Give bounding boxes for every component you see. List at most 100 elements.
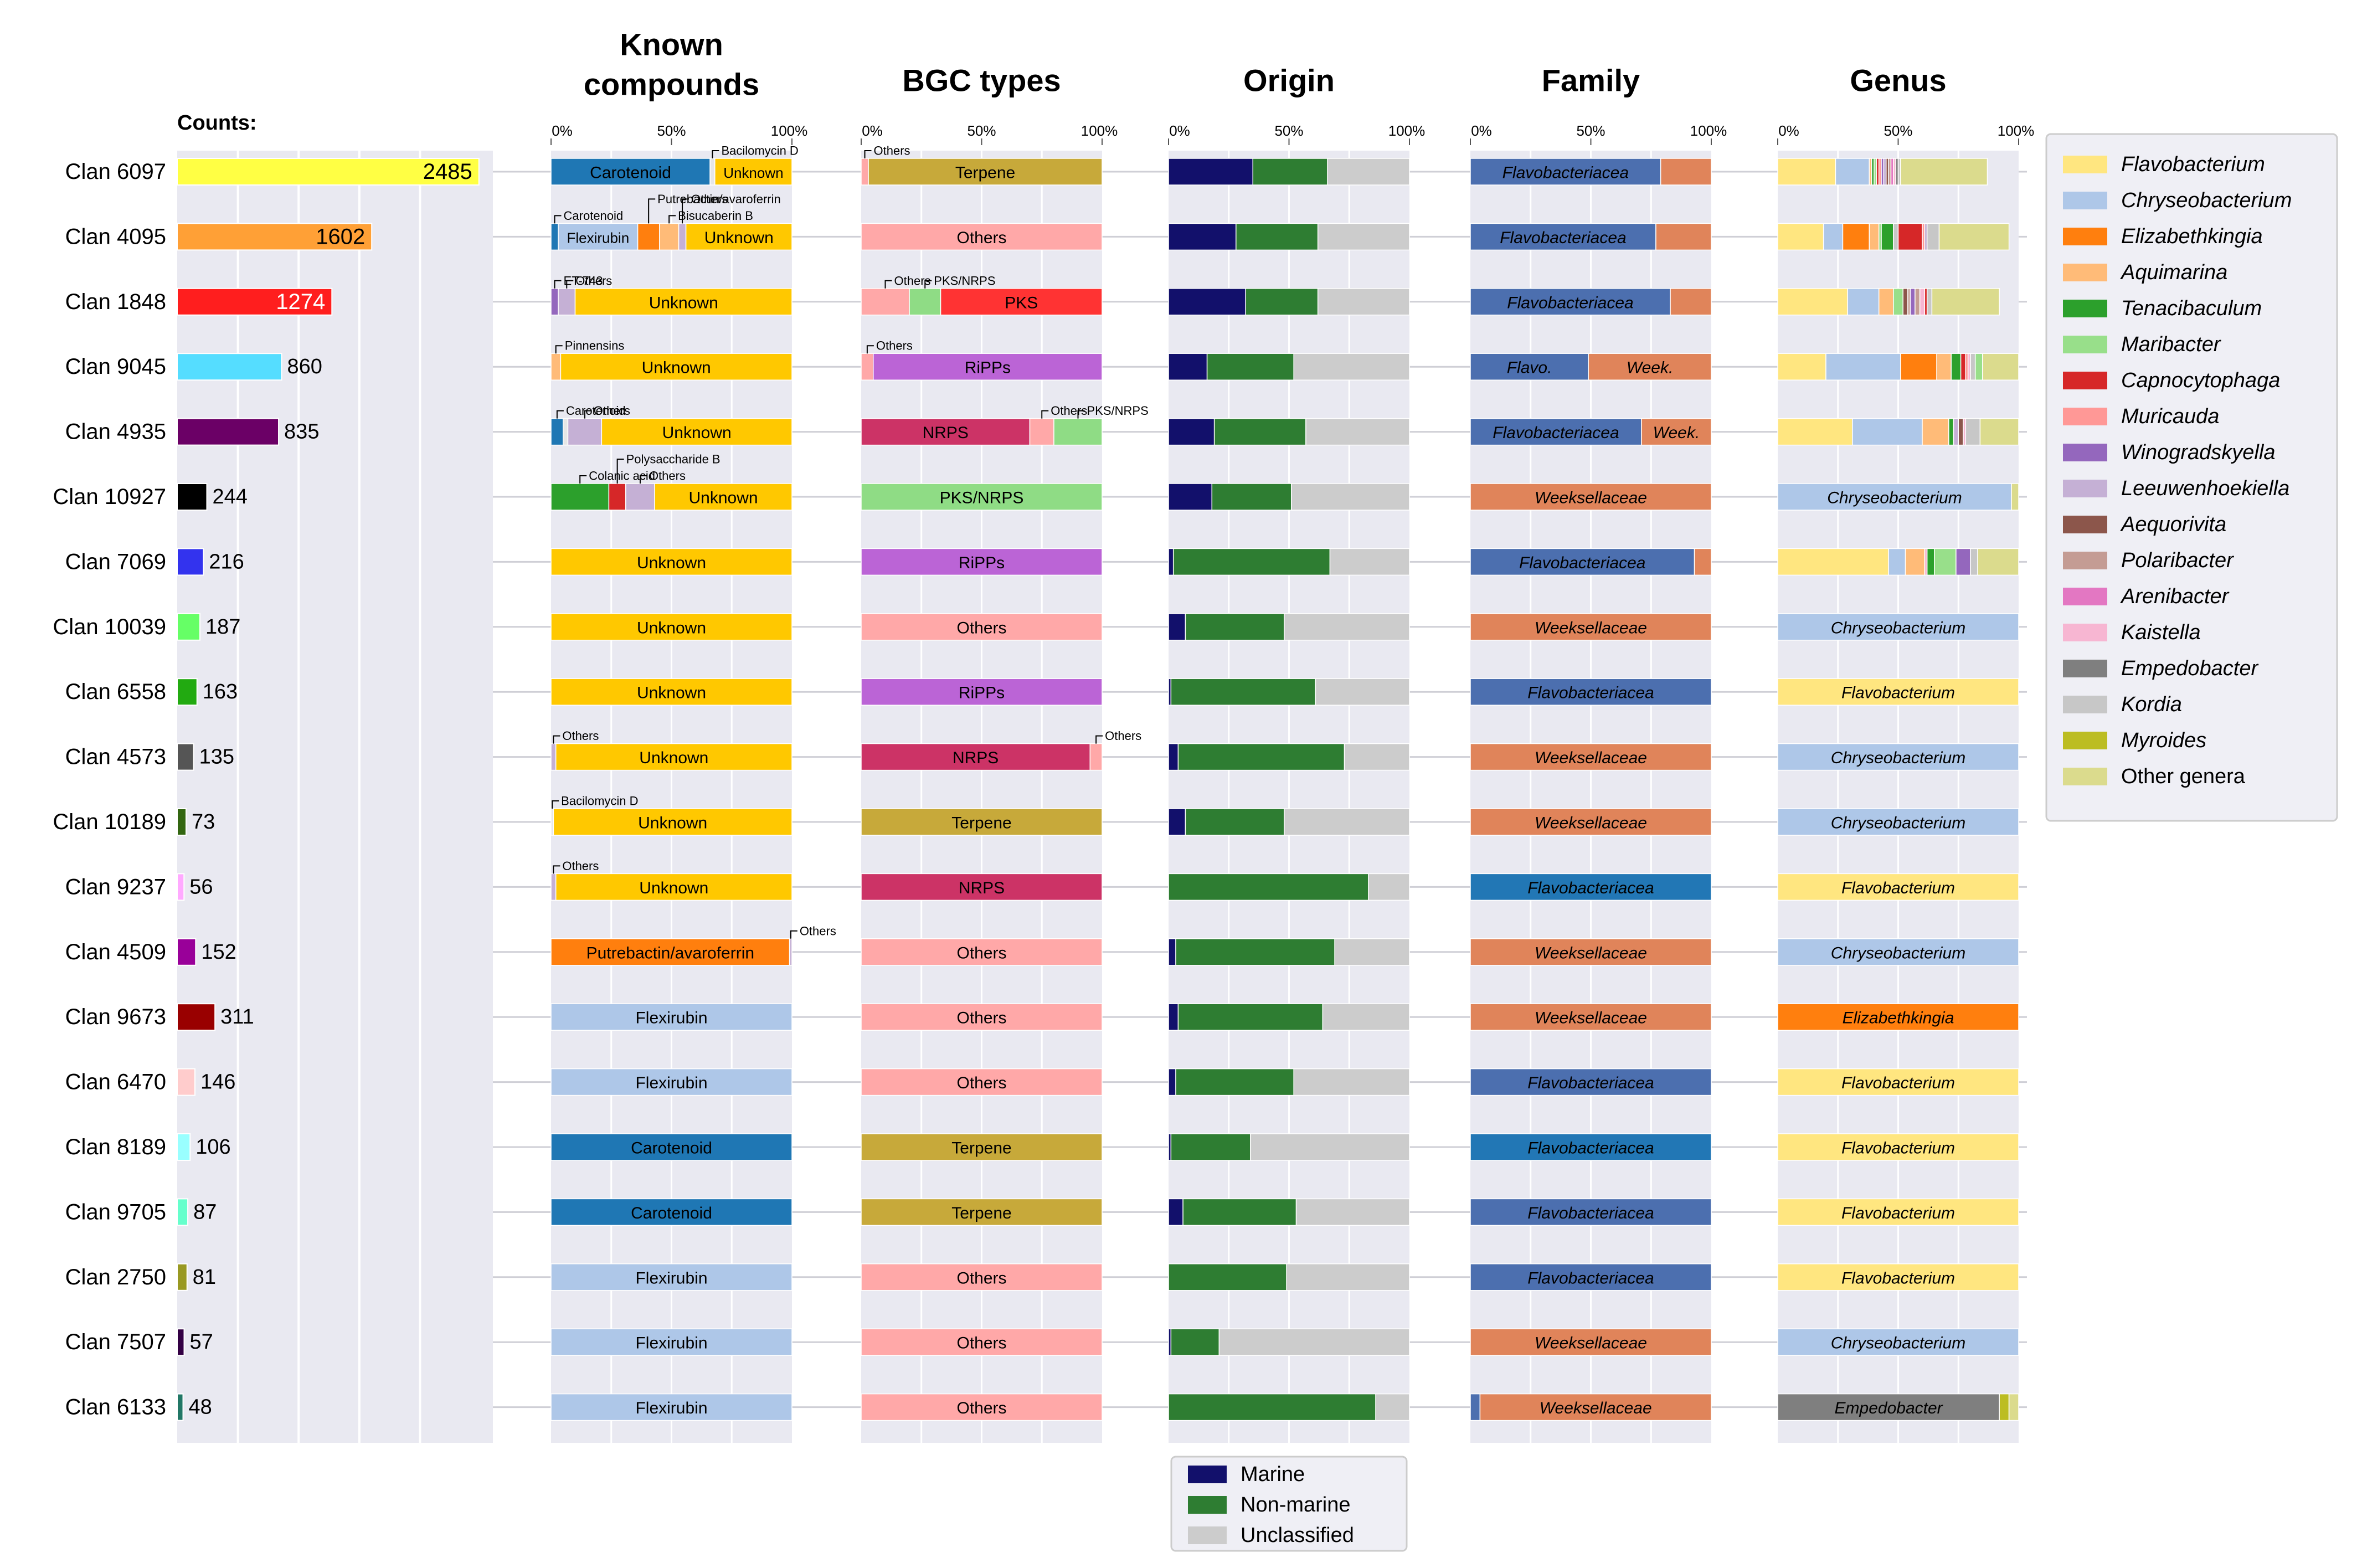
stacked-segment	[1956, 548, 1971, 576]
segment-label: Carotenoid	[631, 1139, 712, 1158]
stacked-segment	[567, 418, 603, 446]
stacked-segment	[1284, 613, 1410, 641]
count-bar	[177, 678, 198, 706]
stacked-segment	[861, 938, 1103, 966]
count-value-label: 860	[287, 355, 322, 378]
stacked-segment	[1777, 873, 2019, 901]
stacked-segment	[1211, 483, 1292, 511]
stacked-segment	[1168, 613, 1186, 641]
count-bar	[177, 938, 197, 966]
stacked-segment	[861, 483, 1103, 511]
legend-swatch	[2063, 516, 2107, 533]
stacked-segment	[1295, 1198, 1410, 1226]
segment-label: Flavobacteriacea	[1527, 1204, 1654, 1222]
stacked-segment	[654, 483, 793, 511]
stacked-segment	[1168, 353, 1208, 381]
segment-label: Unknown	[704, 229, 774, 247]
stacked-segment	[714, 158, 793, 186]
callout-leader	[554, 280, 562, 289]
clan-label: Clan 4509	[65, 940, 166, 964]
legend-entry-label: Polaribacter	[2121, 549, 2234, 572]
callout-label: Others	[691, 192, 728, 206]
stacked-segment	[1470, 1393, 1481, 1421]
segment-label: Unknown	[637, 554, 706, 572]
callout-label: Others	[800, 924, 836, 938]
stacked-segment	[1168, 1068, 1176, 1096]
count-bar	[177, 223, 373, 251]
callout-leader	[556, 410, 564, 419]
pct-tick-label: 100%	[771, 122, 808, 139]
callout-leader	[554, 215, 562, 224]
stacked-segment	[1305, 418, 1410, 446]
clan-label: Clan 6470	[65, 1070, 166, 1094]
stacked-segment	[550, 1328, 793, 1356]
legend-swatch	[1188, 1496, 1227, 1514]
stacked-segment	[1470, 808, 1712, 836]
stacked-segment	[1172, 548, 1331, 576]
stacked-segment	[1900, 158, 1988, 186]
stacked-segment	[1902, 288, 1908, 316]
stacked-segment	[1170, 1133, 1251, 1161]
segment-label: Terpene	[951, 1139, 1011, 1158]
segment-label: Weeksellaceae	[1540, 1399, 1652, 1417]
clan-label: Clan 4095	[65, 224, 166, 249]
stacked-segment	[550, 1068, 793, 1096]
stacked-segment	[1344, 743, 1410, 771]
stacked-segment	[659, 223, 680, 251]
count-value-label: 135	[199, 746, 234, 769]
stacked-segment	[1919, 288, 1926, 316]
stacked-segment	[1317, 288, 1410, 316]
callout-label: Pinnensins	[565, 339, 625, 353]
callout-leader	[1095, 735, 1103, 744]
count-bar	[177, 1068, 196, 1096]
stacked-segment	[861, 1263, 1103, 1291]
legend-entry-label: Capnocytophaga	[2121, 369, 2280, 392]
stacked-segment	[1777, 1393, 2000, 1421]
count-value-label: 146	[200, 1071, 235, 1094]
stacked-segment	[1869, 223, 1880, 251]
pct-tick-label: 50%	[1576, 122, 1605, 139]
legend-entry-label: Flavobacterium	[2121, 153, 2265, 176]
stacked-segment	[1982, 353, 2019, 381]
pct-tick-label: 100%	[1690, 122, 1727, 139]
clan-label: Clan 7069	[65, 549, 166, 574]
callout-leader	[682, 198, 689, 224]
stacked-segment	[574, 288, 793, 316]
callout-label: Others	[562, 859, 599, 873]
stacked-segment	[1291, 483, 1410, 511]
origin-legend-box	[1170, 1456, 1408, 1552]
stacked-segment	[1168, 1393, 1376, 1421]
stacked-segment	[1470, 1133, 1712, 1161]
callout-leader	[864, 150, 872, 158]
legend-entry-label: Leeuwenhoekiella	[2121, 477, 2289, 500]
count-bar	[177, 613, 200, 641]
segment-label: Flavobacterium	[1841, 1139, 1955, 1158]
stacked-segment	[625, 483, 655, 511]
clan-label: Clan 10927	[53, 485, 166, 509]
stacked-segment	[1206, 353, 1294, 381]
legend-entry-label: Maribacter	[2121, 333, 2221, 356]
segment-label: Flavobacteriacea	[1527, 684, 1654, 702]
stacked-segment	[1777, 418, 1853, 446]
stacked-segment	[1182, 1198, 1297, 1226]
counts-label: Counts:	[177, 111, 257, 135]
clan-label: Clan 10189	[53, 810, 166, 834]
segment-label: Flexirubin	[635, 1009, 707, 1027]
stacked-segment	[1177, 1003, 1324, 1031]
legend-entry-label: Empedobacter	[2121, 657, 2258, 680]
counts-panel-bg	[177, 151, 493, 1443]
legend-swatch	[2063, 264, 2107, 281]
segment-label: Unknown	[662, 424, 732, 442]
count-value-label: 244	[212, 485, 247, 508]
stacked-segment	[558, 223, 639, 251]
callout-leader	[790, 930, 797, 939]
count-bar	[177, 548, 204, 576]
segment-label: PKS/NRPS	[940, 489, 1024, 507]
callout-leader	[866, 345, 874, 354]
stacked-segment	[550, 548, 793, 576]
stacked-segment	[550, 418, 564, 446]
segment-label: PKS	[1005, 294, 1038, 312]
segment-label: Flavobacteriacea	[1527, 1269, 1654, 1287]
count-bar	[177, 483, 208, 511]
stacked-segment	[1777, 743, 2019, 771]
